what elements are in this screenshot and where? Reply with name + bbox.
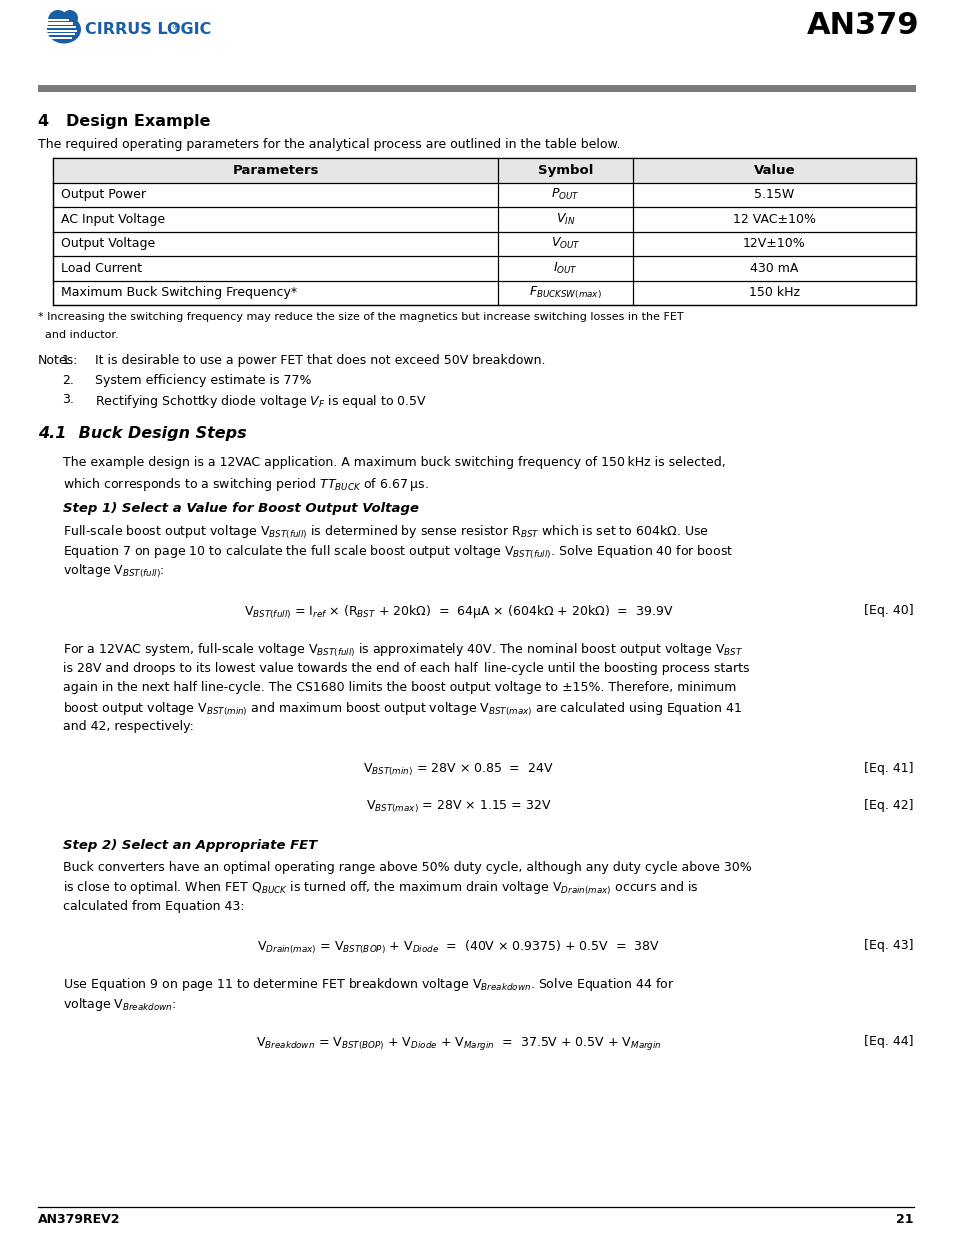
Text: Load Current: Load Current [61, 262, 142, 274]
Text: For a 12VAC system, full-scale voltage V$_{BST(full)}$ is approximately 40V. The: For a 12VAC system, full-scale voltage V… [63, 642, 742, 659]
Text: The example design is a 12VAC application. A maximum buck switching frequency of: The example design is a 12VAC applicatio… [63, 456, 725, 469]
Bar [43, 26, 76, 28]
Bar [46, 19, 69, 21]
Text: Rectifying Schottky diode voltage $V_F$ is equal to 0.5V: Rectifying Schottky diode voltage $V_F$ … [95, 393, 427, 410]
Text: Symbol: Symbol [537, 164, 593, 177]
Text: Step 1) Select a Value for Boost Output Voltage: Step 1) Select a Value for Boost Output … [63, 501, 418, 515]
Text: 430 mA: 430 mA [749, 262, 798, 274]
Text: Maximum Buck Switching Frequency*: Maximum Buck Switching Frequency* [61, 287, 296, 299]
Circle shape [48, 10, 68, 30]
Text: 5.15W: 5.15W [754, 188, 794, 201]
Text: System efficiency estimate is 77%: System efficiency estimate is 77% [95, 373, 312, 387]
Text: Use Equation 9 on page 11 to determine FET breakdown voltage V$_{Breakdown}$. So: Use Equation 9 on page 11 to determine F… [63, 976, 674, 993]
Text: boost output voltage V$_{BST(min)}$ and maximum boost output voltage V$_{BST(max: boost output voltage V$_{BST(min)}$ and … [63, 700, 741, 718]
Bar [38, 85, 915, 91]
Text: CIRRUS LOGIC: CIRRUS LOGIC [85, 22, 212, 37]
Text: voltage V$_{Breakdown}$:: voltage V$_{Breakdown}$: [63, 995, 176, 1013]
Text: [Eq. 40]: [Eq. 40] [863, 604, 913, 618]
Text: 150 kHz: 150 kHz [748, 287, 800, 299]
Text: $V_{OUT}$: $V_{OUT}$ [550, 236, 579, 251]
Text: Buck converters have an optimal operating range above 50% duty cycle, although a: Buck converters have an optimal operatin… [63, 861, 751, 873]
Text: AN379: AN379 [805, 11, 918, 41]
Text: 2.: 2. [62, 373, 73, 387]
Text: Step 2) Select an Appropriate FET: Step 2) Select an Appropriate FET [63, 839, 316, 851]
Bar [44, 30, 77, 32]
Text: The required operating parameters for the analytical process are outlined in the: The required operating parameters for th… [38, 138, 620, 151]
Bar [53, 158, 915, 305]
Text: Full-scale boost output voltage V$_{BST(full)}$ is determined by sense resistor : Full-scale boost output voltage V$_{BST(… [63, 524, 708, 541]
Text: [Eq. 43]: [Eq. 43] [863, 939, 913, 952]
Text: Output Power: Output Power [61, 188, 146, 201]
Text: Buck Design Steps: Buck Design Steps [73, 426, 247, 441]
Text: $P_{OUT}$: $P_{OUT}$ [551, 188, 579, 203]
Text: V$_{BST(min)}$ = 28V × 0.85  =  24V: V$_{BST(min)}$ = 28V × 0.85 = 24V [363, 762, 554, 778]
Text: [Eq. 42]: [Eq. 42] [863, 799, 913, 811]
Circle shape [62, 10, 78, 26]
Bar [53, 158, 915, 183]
Text: $F_{BUCKSW(max)}$: $F_{BUCKSW(max)}$ [529, 284, 601, 301]
Text: Value: Value [753, 164, 795, 177]
Text: is close to optimal. When FET Q$_{BUCK}$ is turned off, the maximum drain voltag: is close to optimal. When FET Q$_{BUCK}$… [63, 881, 698, 897]
Text: 12 VAC±10%: 12 VAC±10% [732, 212, 815, 226]
Text: AN379REV2: AN379REV2 [38, 1213, 120, 1226]
Text: 4.1: 4.1 [38, 426, 67, 441]
Ellipse shape [47, 16, 81, 43]
Text: AC Input Voltage: AC Input Voltage [61, 212, 165, 226]
Text: again in the next half line-cycle. The CS1680 limits the boost output voltage to: again in the next half line-cycle. The C… [63, 680, 736, 694]
Text: Notes:: Notes: [38, 354, 78, 367]
Text: Equation 7 on page 10 to calculate the full scale boost output voltage V$_{BST(f: Equation 7 on page 10 to calculate the f… [63, 543, 733, 561]
Text: 12V±10%: 12V±10% [742, 237, 805, 251]
Text: [Eq. 41]: [Eq. 41] [863, 762, 913, 774]
Text: 3.: 3. [62, 393, 73, 406]
Text: [Eq. 44]: [Eq. 44] [863, 1035, 913, 1049]
Text: calculated from Equation 43:: calculated from Equation 43: [63, 899, 244, 913]
Text: $V_{IN}$: $V_{IN}$ [556, 211, 575, 227]
Text: ®: ® [172, 23, 181, 32]
Text: It is desirable to use a power FET that does not exceed 50V breakdown.: It is desirable to use a power FET that … [95, 354, 545, 367]
Text: 4   Design Example: 4 Design Example [38, 114, 211, 128]
Text: is 28V and droops to its lowest value towards the end of each half line-cycle un: is 28V and droops to its lowest value to… [63, 662, 749, 674]
Text: voltage V$_{BST(full)}$:: voltage V$_{BST(full)}$: [63, 563, 165, 580]
Text: 21: 21 [896, 1213, 913, 1226]
Text: Output Voltage: Output Voltage [61, 237, 155, 251]
Text: Parameters: Parameters [232, 164, 318, 177]
Text: which corresponds to a switching period $TT_{BUCK}$ of 6.67 μs.: which corresponds to a switching period … [63, 475, 428, 493]
Text: and 42, respectively:: and 42, respectively: [63, 720, 193, 734]
Text: V$_{BST(max)}$ = 28V × 1.15 = 32V: V$_{BST(max)}$ = 28V × 1.15 = 32V [365, 799, 551, 815]
Text: 1.: 1. [62, 354, 73, 367]
Bar [44, 22, 73, 25]
Text: * Increasing the switching frequency may reduce the size of the magnetics but in: * Increasing the switching frequency may… [38, 312, 683, 322]
Text: $I_{OUT}$: $I_{OUT}$ [553, 261, 578, 275]
Text: V$_{Drain(max)}$ = V$_{BST(BOP)}$ + V$_{Diode}$  =  (40V × 0.9375) + 0.5V  =  38: V$_{Drain(max)}$ = V$_{BST(BOP)}$ + V$_{… [256, 939, 659, 956]
Text: and inductor.: and inductor. [38, 330, 118, 340]
Bar [46, 33, 75, 36]
Text: V$_{Breakdown}$ = V$_{BST(BOP)}$ + V$_{Diode}$ + V$_{Margin}$  =  37.5V + 0.5V +: V$_{Breakdown}$ = V$_{BST(BOP)}$ + V$_{D… [255, 1035, 660, 1052]
Text: V$_{BST(full)}$ = I$_{ref}$ × (R$_{BST}$ + 20kΩ)  =  64μA × (604kΩ + 20kΩ)  =  3: V$_{BST(full)}$ = I$_{ref}$ × (R$_{BST}$… [243, 604, 673, 621]
Bar [48, 37, 71, 40]
